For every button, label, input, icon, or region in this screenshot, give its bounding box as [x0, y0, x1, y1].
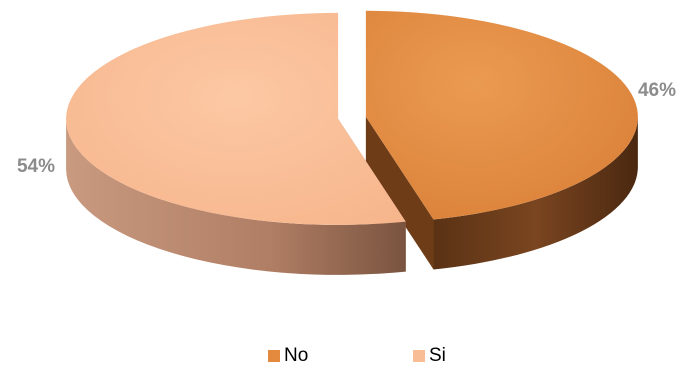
- pie-slice-side-si: [66, 118, 406, 275]
- legend-swatch-si: [413, 350, 425, 362]
- pie-label-no: 46%: [638, 80, 676, 101]
- pie-slice-si: [66, 12, 406, 275]
- legend-label-no: No: [284, 345, 308, 366]
- pie-label-si: 54%: [17, 156, 55, 177]
- pie-slice-face-no: [365, 116, 434, 270]
- legend-label-si: Si: [429, 345, 446, 366]
- legend-swatch-no: [268, 350, 280, 362]
- pie-slice-top-si: [66, 12, 406, 225]
- pie-slice-no: [365, 10, 638, 270]
- pie-slice-top-no: [365, 10, 638, 220]
- pie-slice-side-no: [433, 116, 638, 270]
